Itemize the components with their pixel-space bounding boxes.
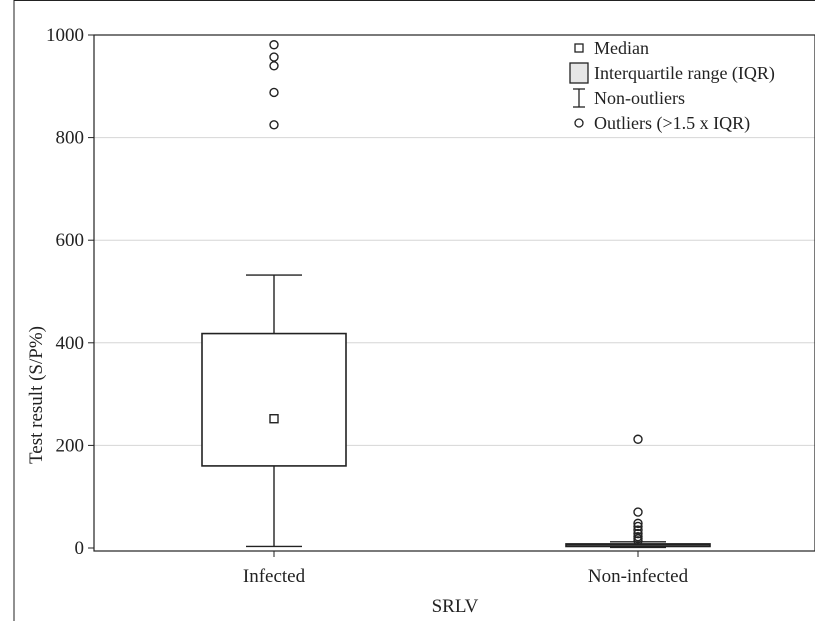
y-tick-label: 800 [56, 128, 85, 149]
x-axis: Infected Non-infected [243, 551, 689, 587]
legend-item-whisker: Non-outliers [573, 88, 685, 108]
legend-label: Interquartile range (IQR) [594, 63, 775, 84]
x-tick-label: Infected [243, 566, 306, 587]
boxes [201, 40, 711, 549]
y-tick-label: 400 [56, 333, 85, 354]
y-tick-label: 600 [56, 230, 85, 251]
legend-label: Outliers (>1.5 x IQR) [594, 113, 750, 134]
outlier-point [633, 525, 643, 535]
outlier-point [269, 52, 279, 62]
x-tick-label: Non-infected [588, 566, 689, 587]
y-axis: 0 200 400 600 800 1000 [46, 25, 94, 559]
outlier-point [269, 61, 279, 71]
x-axis-label: SRLV [432, 596, 479, 617]
outlier-point [633, 434, 643, 444]
median-legend-icon [574, 43, 584, 53]
y-tick-label: 0 [75, 538, 85, 559]
legend-item-outlier: Outliers (>1.5 x IQR) [574, 113, 750, 134]
legend-item-iqr: Interquartile range (IQR) [569, 62, 775, 84]
median-marker [269, 414, 279, 424]
outlier-legend-icon [574, 118, 584, 128]
outlier-point [633, 518, 643, 529]
legend-item-median: Median [574, 38, 649, 58]
outlier-point [633, 532, 643, 542]
outlier-point [269, 87, 279, 98]
outlier-point [633, 528, 643, 539]
legend-label: Non-outliers [594, 88, 685, 108]
outlier-point [269, 40, 279, 50]
y-tick-label: 1000 [46, 25, 84, 46]
legend-label: Median [594, 38, 649, 58]
plot-frame [93, 34, 815, 552]
iqr-box [201, 332, 347, 467]
y-axis-label: Test result (S/P%) [26, 326, 47, 464]
outlier-point [269, 120, 279, 130]
legend: Median Interquartile range (IQR) Non-outli… [569, 38, 775, 134]
y-tick-label: 200 [56, 435, 85, 456]
outlier-point [633, 521, 643, 532]
iqr-legend-icon [569, 62, 589, 84]
outlier-point [633, 507, 643, 517]
